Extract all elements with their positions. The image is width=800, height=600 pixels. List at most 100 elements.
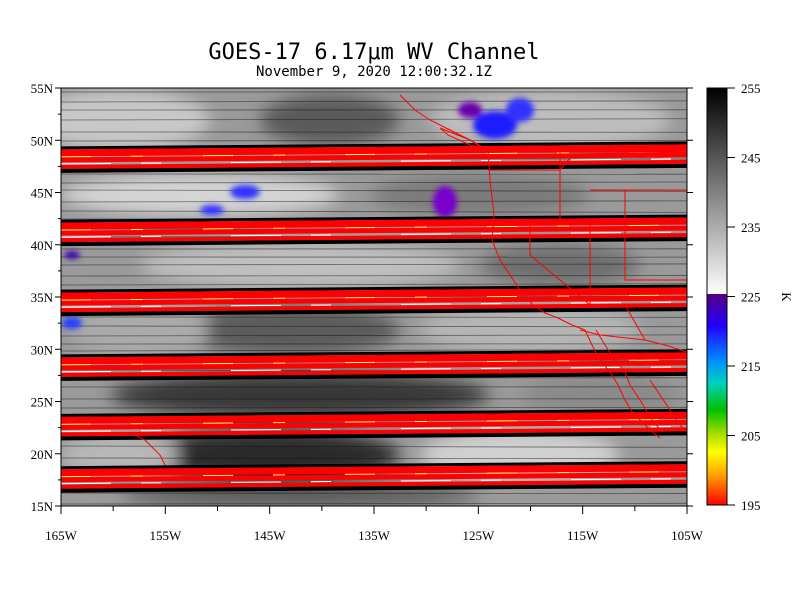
noise-band: [61, 284, 687, 317]
scan-line: [61, 445, 687, 448]
band-edge-top: [61, 141, 687, 150]
state-line-az-nm: [590, 304, 646, 341]
band-edge-bottom: [61, 163, 687, 173]
colorbar-tick-label: 215: [741, 359, 761, 374]
political-boundaries: [129, 94, 687, 466]
band-highlight: [61, 359, 687, 366]
scan-line: [61, 283, 687, 286]
lon-label: 155W: [149, 528, 182, 543]
scan-line: [61, 118, 687, 121]
noise-band: [61, 461, 687, 493]
band-highlight: [61, 151, 687, 158]
noise-band: [61, 214, 687, 247]
band-white-streak: [61, 366, 687, 373]
state-line-ut-co: [624, 190, 687, 281]
band-red-mid: [61, 472, 687, 483]
noise-bands: [61, 141, 687, 493]
band-white-streak: [61, 301, 687, 308]
us-west-coast: [487, 149, 586, 331]
band-edge-bottom: [61, 483, 687, 493]
lat-label: 50N: [31, 133, 54, 148]
noise-band: [61, 349, 687, 381]
band-red-top: [61, 217, 687, 230]
scan-line: [61, 325, 687, 328]
lat-label: 25N: [31, 395, 54, 410]
scan-line: [61, 181, 687, 184]
scan-line: [61, 406, 687, 409]
lat-label: 30N: [31, 342, 54, 357]
scan-line: [61, 200, 687, 203]
lon-label: 105W: [671, 528, 704, 543]
noise-band: [61, 141, 687, 173]
colorbar-color-segment: [707, 294, 727, 505]
band-red-top: [61, 411, 687, 424]
scan-line: [61, 139, 687, 142]
lon-label: 135W: [358, 528, 391, 543]
lat-label: 45N: [31, 186, 54, 201]
lat-label: 15N: [31, 499, 54, 514]
band-edge-top: [61, 408, 687, 417]
band-white-streak: [61, 231, 687, 238]
scan-line: [61, 457, 687, 460]
band-edge-top: [61, 349, 687, 358]
colorbar-tick-label: 225: [741, 290, 761, 305]
band-highlight: [61, 224, 687, 231]
band-edge-bottom: [61, 371, 687, 381]
colorbar-unit: K: [779, 292, 794, 302]
lon-label: 145W: [254, 528, 287, 543]
band-red-top: [61, 352, 687, 365]
baja-coast: [584, 329, 661, 439]
band-red-top: [61, 287, 687, 300]
band-red-top: [61, 144, 687, 157]
band-highlight: [61, 294, 687, 301]
lat-label: 20N: [31, 447, 54, 462]
band-red-mid: [61, 419, 687, 430]
water-vapor-image: [61, 88, 687, 506]
colorbar: 255 245 235 225 215 205 195 K: [706, 81, 794, 513]
longitude-axis: 165W 155W 145W 135W 125W 115W 105W: [45, 506, 704, 543]
scan-line: [61, 502, 687, 505]
band-red-mid: [61, 152, 687, 163]
mexico-mainland: [649, 379, 687, 433]
band-red-bottom: [61, 367, 687, 377]
moisture-patches: [62, 98, 534, 329]
band-edge-top: [61, 284, 687, 293]
us-mexico-border: [579, 329, 687, 353]
colorbar-tick-label: 235: [741, 220, 761, 235]
scan-line: [61, 100, 687, 103]
band-white-streak: [61, 158, 687, 165]
lat-label: 35N: [31, 290, 54, 305]
band-red-top: [61, 464, 687, 477]
scan-line: [61, 210, 687, 213]
scan-line: [61, 189, 687, 192]
latitude-axis: 55N 50N 45N 40N 35N 30N 25N 20N 15N: [31, 81, 693, 514]
lat-label: 55N: [31, 81, 54, 96]
lat-label: 40N: [31, 238, 54, 253]
band-edge-top: [61, 461, 687, 470]
scan-line: [61, 492, 687, 494]
band-edge-bottom: [61, 431, 687, 441]
band-white-streak: [61, 478, 687, 485]
band-red-mid: [61, 225, 687, 236]
band-edge-bottom: [61, 237, 687, 247]
colorbar-tick-label: 205: [741, 429, 761, 444]
scan-line: [61, 263, 687, 266]
lon-label: 165W: [45, 528, 78, 543]
band-red-bottom: [61, 427, 687, 437]
band-red-bottom: [61, 159, 687, 169]
colorbar-tick-label: 195: [741, 498, 761, 513]
band-red-bottom: [61, 479, 687, 489]
band-red-bottom: [61, 233, 687, 243]
colorbar-ticks: 255 245 235 225 215 205 195: [727, 81, 761, 513]
colorbar-gray-segment: [707, 88, 727, 294]
band-edge-top: [61, 214, 687, 223]
colorbar-tick-label: 255: [741, 81, 761, 96]
vancouver-island: [439, 127, 483, 149]
band-highlight: [61, 418, 687, 425]
band-edge-bottom: [61, 307, 687, 317]
scan-line: [61, 349, 687, 352]
noise-band: [61, 408, 687, 441]
band-red-bottom: [61, 303, 687, 313]
scan-line: [61, 334, 687, 337]
